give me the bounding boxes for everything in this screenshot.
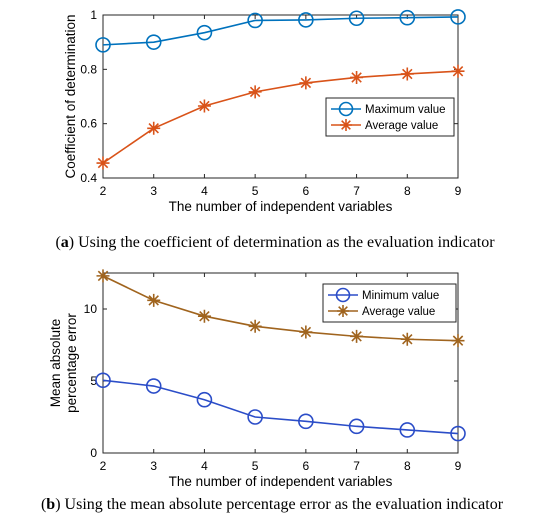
x-tick-label-b: 7 [353, 459, 360, 473]
data-point-b-0 [348, 418, 365, 435]
caption-b-text: ) Using the mean absolute percentage err… [55, 496, 503, 513]
legend-marker-a-0 [338, 101, 354, 117]
legend-marker-b-1 [337, 305, 349, 317]
x-tick-label-a: 7 [353, 184, 360, 198]
data-point-a-1 [350, 70, 364, 84]
data-point-b-1 [451, 334, 465, 348]
x-tick-label-b: 2 [100, 459, 107, 473]
data-point-b-0 [450, 425, 466, 442]
data-point-b-1 [96, 269, 110, 283]
x-tick-label-b: 4 [201, 459, 208, 473]
y-tick-label-b: 10 [84, 302, 98, 316]
x-axis-label-b: The number of independent variables [169, 474, 393, 489]
data-point-a-1 [299, 76, 313, 90]
caption-a-label: a [61, 234, 69, 251]
data-point-a-1 [451, 64, 465, 78]
chart-b: 2 3 4 5 6 7 8 9 0 5 10 The number of independent va… [48, 269, 466, 489]
x-tick-label-a: 5 [252, 184, 259, 198]
data-point-a-0 [399, 9, 416, 26]
y-axis-label-a: Coefficient of determination [63, 14, 78, 178]
data-point-a-0 [247, 12, 263, 29]
x-axis-label-a: The number of independent variables [169, 199, 393, 214]
y-axis-label-b: Mean absolute [48, 319, 63, 408]
data-point-b-1 [350, 329, 364, 343]
x-tick-label-b: 6 [303, 459, 310, 473]
data-point-a-0 [145, 34, 162, 50]
data-point-a-1 [400, 67, 414, 81]
caption-b: (b) Using the mean absolute percentage e… [41, 496, 504, 513]
y-tick-label-b: 5 [90, 374, 97, 388]
x-tick-label-a: 3 [150, 184, 157, 198]
series-line-a-1 [102, 70, 459, 164]
series-line-b-0 [102, 379, 459, 435]
data-point-b-0 [247, 409, 263, 425]
data-point-b-1 [147, 293, 161, 307]
data-point-b-0 [298, 413, 314, 430]
legend-box-a [325, 97, 455, 137]
caption-a-text: ) Using the coefficient of determination… [69, 234, 495, 251]
data-point-b-1 [299, 325, 313, 339]
y-axis-label-b: percentage error [64, 313, 79, 413]
y-tick-label-b: 0 [90, 446, 97, 460]
chart-a: 2 3 4 5 6 7 8 9 0.4 0.6 0.8 1 The number of independ… [63, 8, 466, 214]
data-point-b-1 [248, 319, 262, 333]
series-line-b-1 [102, 275, 459, 342]
data-point-a-1 [248, 85, 262, 99]
data-point-a-0 [450, 9, 466, 25]
x-tick-label-a: 8 [404, 184, 411, 198]
plot-area-a [102, 14, 459, 179]
data-point-a-0 [196, 24, 213, 41]
x-tick-label-b: 9 [455, 459, 462, 473]
caption-a: (a) Using the coefficient of determinati… [55, 234, 495, 251]
y-tick-label-a: 0.4 [80, 171, 97, 185]
legend-label-b-0: Minimum value [362, 290, 439, 302]
x-tick-label-a: 4 [201, 184, 208, 198]
series-line-a-0 [102, 16, 459, 46]
data-point-a-1 [96, 156, 110, 170]
caption-b-label: b [46, 496, 55, 513]
y-tick-label-a: 0.6 [80, 117, 97, 131]
data-point-a-1 [197, 99, 211, 113]
data-point-b-1 [197, 309, 211, 323]
y-tick-label-a: 0.8 [80, 62, 97, 76]
data-point-b-0 [95, 372, 111, 389]
data-point-b-1 [400, 332, 414, 346]
x-tick-label-a: 2 [100, 184, 107, 198]
data-point-a-0 [298, 12, 314, 28]
data-point-b-0 [196, 391, 213, 408]
y-tick-label-a: 1 [90, 8, 97, 22]
data-point-b-0 [399, 422, 416, 438]
legend-label-a-0: Maximum value [365, 104, 446, 116]
legend-label-a-1: Average value [365, 120, 438, 132]
data-point-a-1 [147, 121, 161, 135]
data-point-a-0 [348, 10, 365, 27]
legend-box-b [322, 283, 457, 323]
legend-label-b-1: Average value [362, 306, 435, 318]
legend-marker-a-1 [340, 119, 352, 131]
x-tick-label-b: 5 [252, 459, 259, 473]
legend-marker-b-0 [335, 287, 351, 303]
x-tick-label-a: 9 [455, 184, 462, 198]
x-tick-label-a: 6 [303, 184, 310, 198]
x-tick-label-b: 3 [150, 459, 157, 473]
data-point-b-0 [145, 378, 162, 394]
x-tick-label-b: 8 [404, 459, 411, 473]
data-point-a-0 [95, 37, 111, 53]
